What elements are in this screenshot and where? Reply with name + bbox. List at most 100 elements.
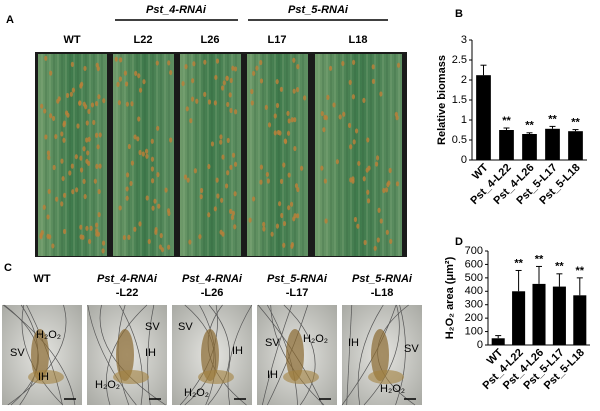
rust-pustule [153,198,157,204]
rust-pustule [183,174,188,180]
rust-pustule [141,151,145,157]
rust-pustule [207,99,212,105]
rust-pustule [290,117,294,123]
fungal-structure [371,329,389,381]
rust-pustule [322,127,326,133]
bar [552,286,566,345]
structure-label: H₂O₂ [184,387,209,399]
rust-pustule [101,248,105,254]
rust-pustule [389,238,393,244]
rust-pustule [160,247,165,253]
rust-pustule [371,78,376,84]
rust-pustule [61,175,65,182]
bar [491,338,505,345]
image-title: -L17 [286,287,309,299]
cell-wall [106,304,148,406]
rust-pustule [156,172,160,178]
rust-pustule [220,85,225,91]
rust-pustule [145,153,149,159]
image-title: Pst_5-RNAi [267,273,328,285]
rust-pustule [220,197,224,203]
rust-pustule [98,132,102,138]
rust-pustule [44,134,48,140]
rust-pustule [221,231,225,237]
rust-pustule [54,133,58,140]
rust-pustule [226,170,230,176]
rust-pustule [118,205,122,211]
rust-pustule [320,165,324,171]
rust-pustule [193,168,197,174]
rust-pustule [93,178,97,184]
structure-label: IH [145,347,156,359]
rust-pustule [290,243,294,249]
y-tick-label: 0 [461,154,467,166]
rust-pustule [215,58,220,64]
rust-pustule [133,226,137,232]
rust-pustule [226,101,230,108]
rust-pustule [80,81,84,87]
rust-pustule [222,80,226,86]
lane-label: L18 [349,34,368,46]
rust-pustule [231,65,235,71]
rust-pustule [117,100,121,106]
rust-pustule [324,218,328,224]
rust-pustule [127,234,131,240]
rust-pustule [56,98,60,104]
rust-pustule [262,226,266,232]
rust-pustule [129,180,133,187]
y-tick-label: 100 [465,325,483,337]
rust-pustule [255,65,259,71]
rust-pustule [142,79,146,85]
rust-pustule [374,161,379,167]
rust-pustule [78,100,82,106]
rust-pustule [366,198,371,204]
rust-pustule [230,214,235,221]
rust-pustule [87,136,91,143]
rust-pustule [82,146,86,152]
fungal-structure [368,370,404,384]
rust-pustule [82,101,86,107]
rust-pustule [150,166,155,172]
rust-pustule [181,80,185,87]
rust-pustule [292,57,296,63]
rust-pustule [95,231,99,237]
rust-pustule [379,91,383,97]
rust-pustule [287,118,291,124]
rust-pustule [114,56,118,62]
rust-pustule [349,177,353,183]
bar [512,291,526,345]
cell-wall [119,304,143,406]
rust-pustule [124,81,129,87]
structure-label: IH [348,337,359,349]
rust-pustule [349,144,353,150]
rust-pustule [64,110,69,116]
y-tick-label: 3 [461,34,467,46]
significance: ** [576,265,585,277]
rust-pustule [83,193,87,200]
rust-pustule [44,55,48,61]
rust-pustule [259,59,263,66]
rust-pustule [267,122,272,128]
rust-pustule [226,137,230,144]
rust-pustule [287,172,291,178]
fungal-structure [198,370,234,384]
structure-label: SV [10,347,25,359]
rust-pustule [125,172,130,178]
cell-wall [227,304,253,406]
cell-wall [2,304,76,406]
rust-pustule [85,137,89,143]
y-tick-label: 2.5 [452,54,467,66]
rust-pustule [89,225,93,231]
rust-pustule [300,165,304,171]
rust-pustule [144,148,149,154]
rust-pustule [323,178,328,184]
rust-pustule [388,167,392,174]
rust-pustule [85,120,89,126]
structure-label: H₂O₂ [95,379,120,391]
rust-pustule [262,221,266,227]
rust-pustule [52,164,56,171]
rust-pustule [96,144,100,150]
image-title: Pst_4-RNAi [97,273,158,285]
image-title: -L22 [116,287,139,299]
